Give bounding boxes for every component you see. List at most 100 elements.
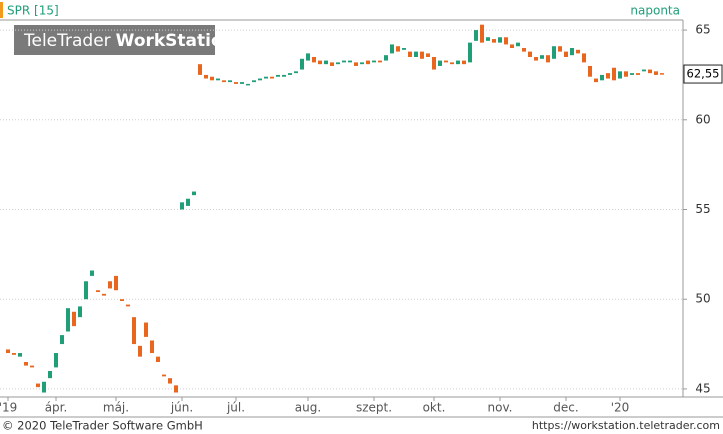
candle <box>174 385 178 393</box>
x-tick-label: júl. <box>226 401 245 415</box>
footer-right: https://workstation.teletrader.com <box>532 419 720 432</box>
candle <box>540 55 544 59</box>
candle <box>426 53 430 57</box>
candle <box>120 299 124 302</box>
candle <box>360 62 364 65</box>
watermark-product: WorkStation <box>116 31 235 51</box>
candle <box>528 51 532 57</box>
candle <box>114 275 118 291</box>
chart-title: SPR [15] <box>7 4 59 18</box>
x-tick-label: '19 <box>0 401 17 415</box>
candle <box>72 311 76 327</box>
candle <box>408 51 412 57</box>
candle <box>228 80 232 83</box>
candle <box>6 349 10 354</box>
x-tick-label: szept. <box>356 401 392 415</box>
candle <box>660 73 664 75</box>
candle <box>546 55 550 63</box>
candle <box>624 71 628 77</box>
candle <box>354 62 358 66</box>
candle <box>102 293 106 296</box>
candle <box>444 60 448 63</box>
candle <box>264 76 268 79</box>
candle <box>24 362 28 366</box>
candle <box>210 76 214 81</box>
candle <box>372 60 376 63</box>
watermark: TeleTrader WorkStation <box>23 31 235 51</box>
candle <box>636 73 640 75</box>
candle <box>648 69 652 74</box>
candle <box>642 69 646 72</box>
candle <box>510 44 514 49</box>
candle <box>30 365 34 368</box>
x-tick-label: okt. <box>423 401 446 415</box>
candle <box>492 39 496 43</box>
candle <box>606 73 610 79</box>
candle <box>576 49 580 54</box>
candle <box>522 48 526 52</box>
candle <box>288 73 292 75</box>
candle <box>534 56 538 61</box>
title-marker <box>0 2 3 18</box>
last-price-box <box>683 64 723 84</box>
candle <box>456 60 460 65</box>
candle <box>366 60 370 65</box>
candle <box>192 191 196 196</box>
x-tick-label: nov. <box>488 401 513 415</box>
candle <box>84 281 88 300</box>
candle <box>582 53 586 63</box>
candle <box>216 78 220 81</box>
candle <box>432 56 436 70</box>
candle <box>294 71 298 74</box>
candle <box>126 304 130 307</box>
candle <box>186 198 190 206</box>
candle <box>480 24 484 43</box>
y-tick-label: 55 <box>695 202 710 216</box>
candle <box>156 356 160 363</box>
candle <box>90 270 94 276</box>
candle <box>654 71 658 75</box>
candle <box>222 80 226 83</box>
candle <box>570 48 574 56</box>
candle <box>390 44 394 54</box>
candle <box>618 71 622 79</box>
candle <box>324 60 328 65</box>
candle <box>270 76 274 79</box>
x-tick-label: '20 <box>611 401 630 415</box>
candle <box>234 82 238 84</box>
candle <box>12 353 16 355</box>
candle <box>282 74 286 77</box>
candle <box>342 60 346 63</box>
candle <box>246 83 250 86</box>
y-tick-label: 65 <box>695 23 710 37</box>
candle <box>516 42 520 47</box>
candle <box>96 290 100 293</box>
y-tick-label: 60 <box>695 112 710 126</box>
footer-left: © 2020 TeleTrader Software GmbH <box>2 419 203 433</box>
candle <box>60 335 64 345</box>
candle <box>468 42 472 63</box>
candle <box>66 308 70 332</box>
candle <box>420 51 424 59</box>
candle <box>168 378 172 384</box>
candle <box>132 317 136 345</box>
candle <box>504 37 508 45</box>
y-tick-label: 50 <box>695 292 710 306</box>
candle <box>438 60 442 66</box>
candle <box>306 53 310 61</box>
candle <box>384 55 388 61</box>
candle <box>612 67 616 81</box>
candle <box>396 46 400 52</box>
candle <box>552 46 556 59</box>
candle <box>330 62 334 66</box>
candle <box>48 370 52 379</box>
candle <box>252 80 256 83</box>
candle <box>450 62 454 65</box>
candle <box>18 353 22 357</box>
last-price-label: 62,55 <box>687 67 720 81</box>
candle <box>198 64 202 75</box>
candle <box>78 306 82 318</box>
x-tick-label: máj. <box>103 401 129 415</box>
x-tick-label: aug. <box>295 401 321 415</box>
